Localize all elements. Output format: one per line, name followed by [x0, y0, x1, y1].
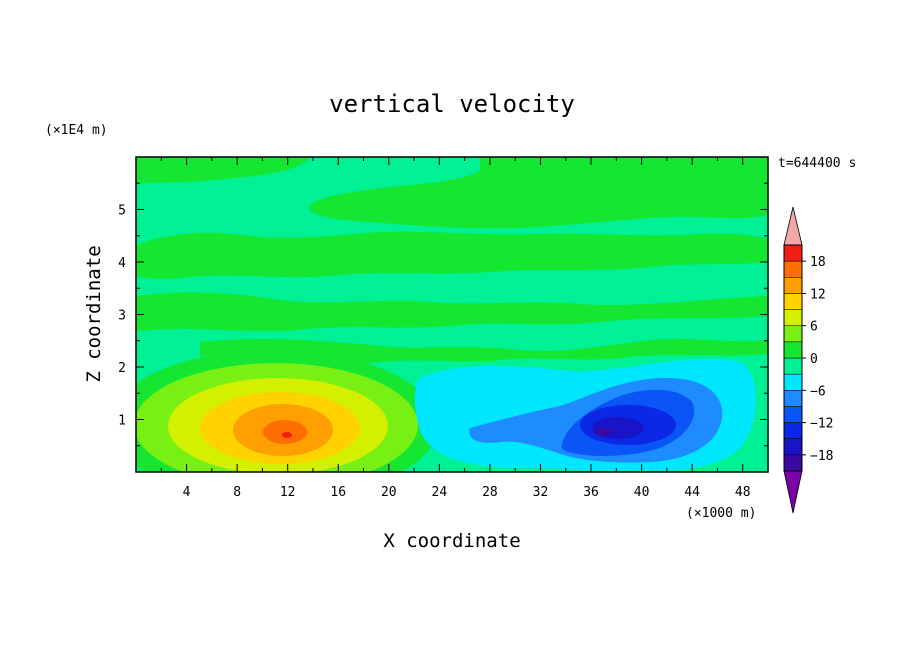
chart-title: vertical velocity	[329, 90, 575, 118]
x-unit-label: (×1000 m)	[686, 506, 756, 521]
contour-field	[136, 157, 768, 472]
x-tick-label: 40	[634, 485, 650, 500]
colorbar-band	[783, 309, 803, 326]
time-label: t=644400 s	[778, 156, 856, 171]
colorbar-band	[783, 390, 803, 407]
colorbar-band	[783, 341, 803, 359]
y-tick-label: 4	[118, 256, 126, 271]
y-ticks: 1 2 3 4 5	[118, 182, 768, 447]
colorbar-band	[783, 277, 803, 294]
y-unit-label: (×1E4 m)	[45, 123, 108, 138]
colorbar-band	[783, 373, 803, 391]
updraft-core	[282, 432, 292, 438]
colorbar-band	[783, 454, 803, 472]
x-ticks: 4 8 12 16 20 24 28 32 36 40 44 48	[160, 157, 751, 500]
updraft-band-18	[263, 420, 307, 444]
colorbar-band	[783, 357, 803, 375]
downdraft-core	[595, 428, 611, 436]
x-tick-label: 4	[183, 485, 191, 500]
downdraft-band-15	[592, 417, 644, 439]
x-tick-label: 16	[330, 485, 346, 500]
x-tick-label: 28	[482, 485, 498, 500]
colorbar-under-arrow	[783, 470, 803, 514]
colorbar-tick-label: 0	[810, 352, 818, 367]
colorbar: 18 12 6 0 −6 −12 −18	[783, 206, 833, 514]
contour-band-mid-2	[136, 292, 768, 332]
contour-band-top-left	[136, 157, 310, 184]
contour-band-top-right	[309, 157, 768, 229]
colorbar-tick-label: −12	[810, 417, 833, 432]
y-axis-label: Z coordinate	[83, 245, 105, 382]
colorbar-band	[783, 406, 803, 423]
colorbar-band	[783, 438, 803, 456]
x-tick-label: 20	[381, 485, 397, 500]
y-tick-label: 2	[118, 361, 126, 376]
x-tick-label: 36	[583, 485, 599, 500]
colorbar-band	[783, 422, 803, 439]
colorbar-tick-label: −18	[810, 449, 833, 464]
x-tick-label: 32	[533, 485, 549, 500]
colorbar-tick-label: 12	[810, 287, 826, 302]
colorbar-over-arrow	[783, 206, 803, 246]
colorbar-band	[783, 293, 803, 310]
x-tick-label: 24	[432, 485, 448, 500]
colorbar-tick-label: −6	[810, 384, 826, 399]
colorbar-band	[783, 325, 803, 343]
x-tick-label: 44	[684, 485, 700, 500]
colorbar-band	[783, 244, 803, 262]
x-axis-label: X coordinate	[383, 530, 520, 552]
colorbar-band	[783, 260, 803, 278]
x-tick-label: 48	[735, 485, 751, 500]
colorbar-tick-label: 18	[810, 255, 826, 270]
contour-band-mid-1	[136, 231, 768, 279]
x-tick-label: 12	[280, 485, 296, 500]
colorbar-tick-label: 6	[810, 320, 818, 335]
y-tick-label: 3	[118, 309, 126, 324]
y-tick-label: 5	[118, 204, 126, 219]
x-tick-label: 8	[233, 485, 241, 500]
y-tick-label: 1	[118, 414, 126, 429]
